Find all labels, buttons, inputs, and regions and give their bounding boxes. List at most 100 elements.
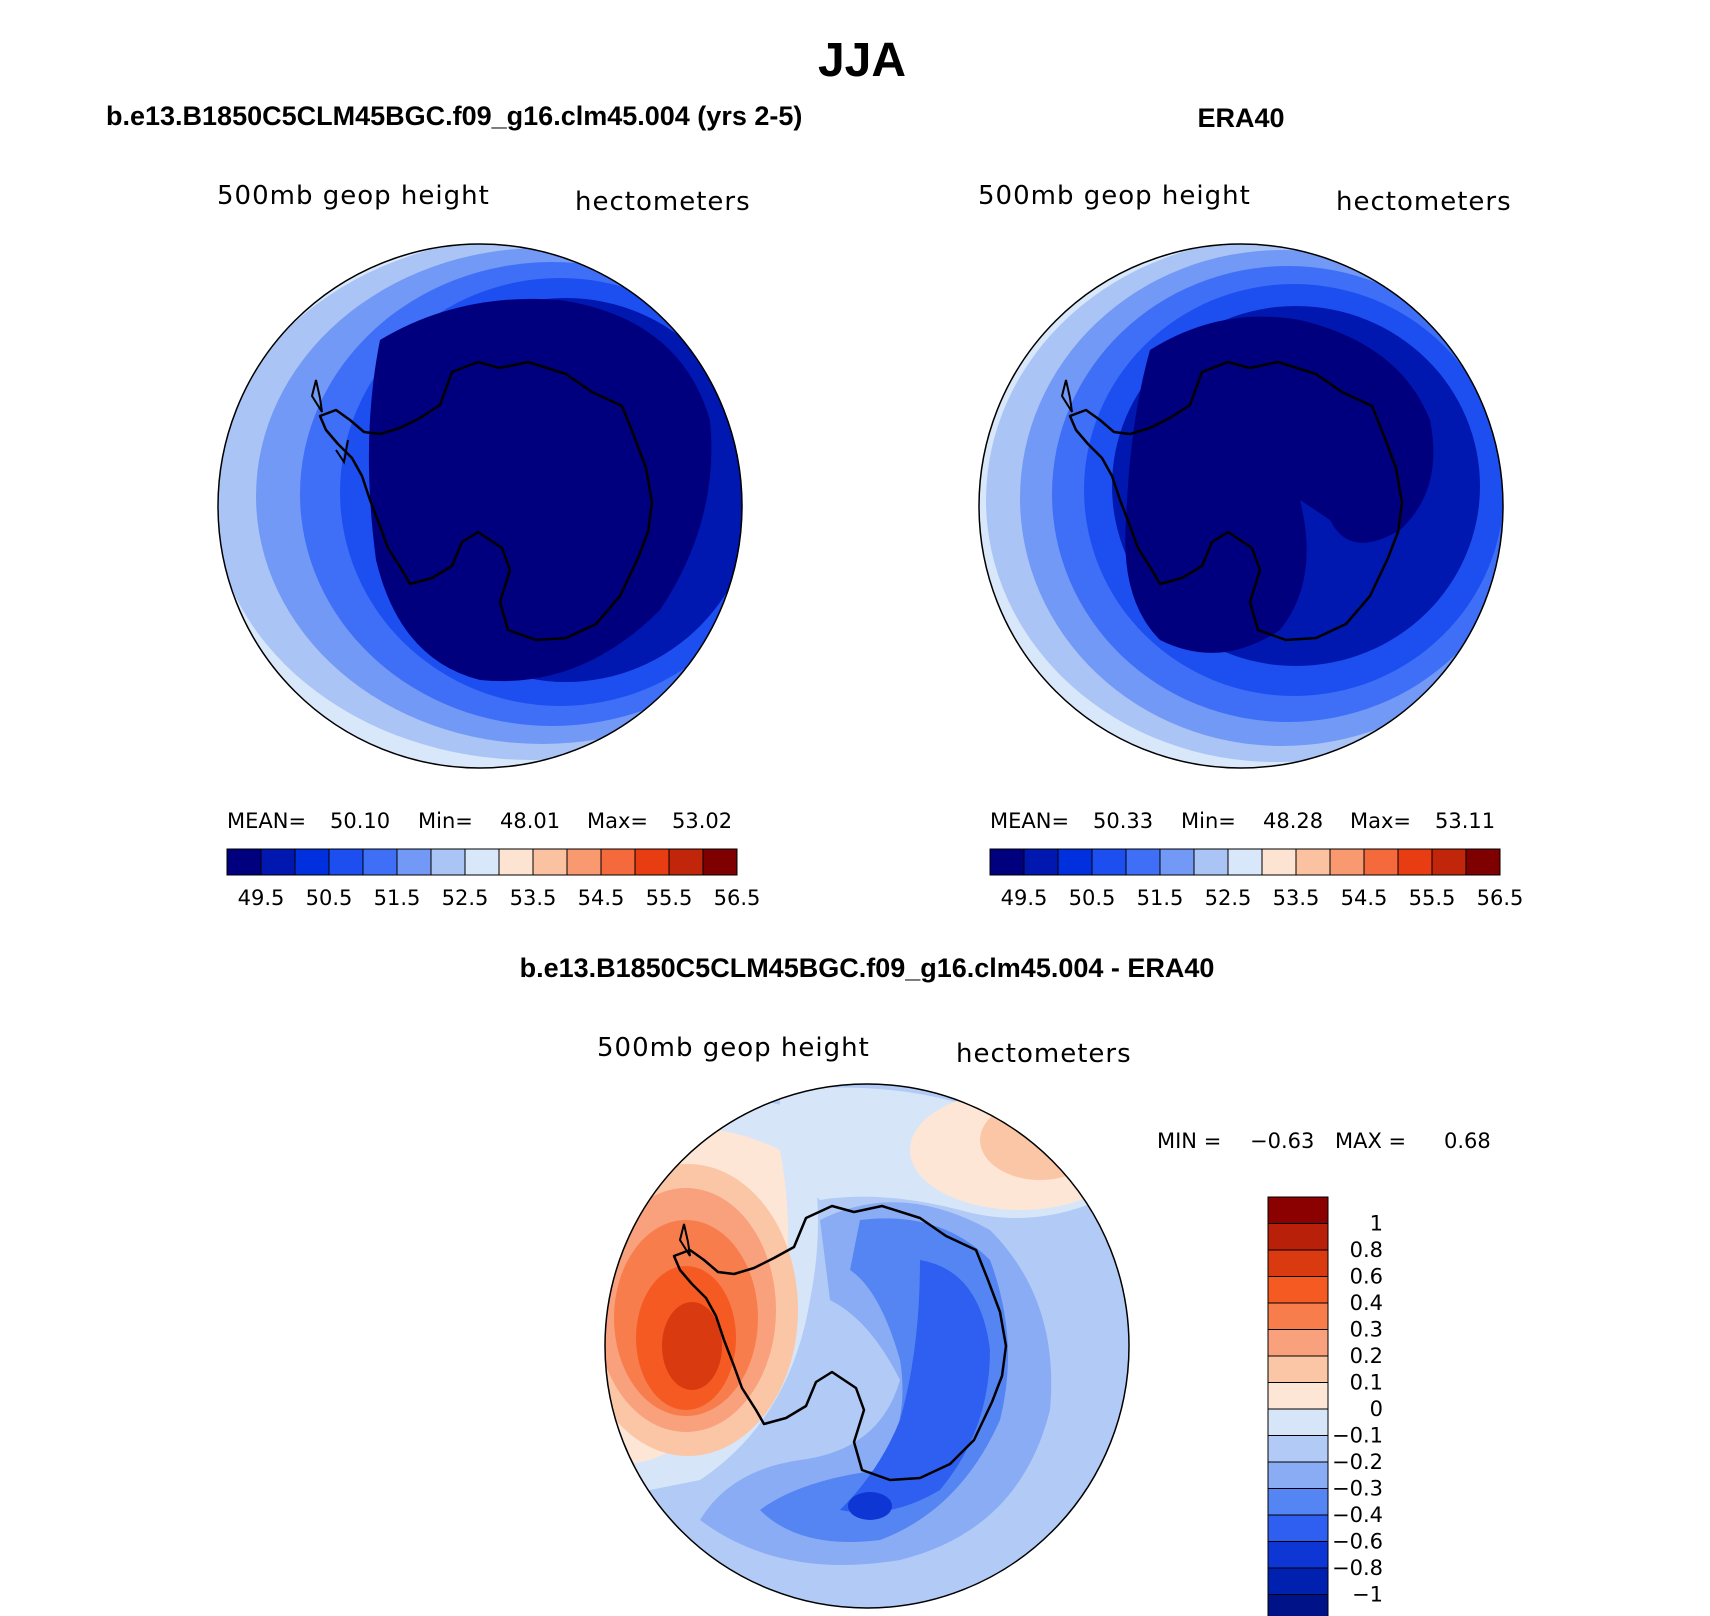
obs-map bbox=[979, 244, 1503, 768]
obs-colorbar-swatch bbox=[1159, 848, 1195, 876]
obs-panel-title: ERA40 bbox=[1197, 103, 1284, 133]
model-colorbar-tick-label: 54.5 bbox=[578, 886, 625, 910]
diff-colorbar-swatch bbox=[1267, 1408, 1329, 1436]
model-colorbar-swatch bbox=[464, 848, 500, 876]
obs-colorbar-swatch bbox=[1057, 848, 1093, 876]
diff-colorbar-tick-label: −0.8 bbox=[1332, 1556, 1383, 1580]
diff-max-value: 0.68 bbox=[1444, 1129, 1491, 1153]
model-map bbox=[218, 244, 742, 768]
model-colorbar-tick-label: 53.5 bbox=[510, 886, 557, 910]
obs-colorbar-tick-label: 49.5 bbox=[1001, 886, 1048, 910]
diff-map bbox=[605, 1084, 1129, 1608]
diff-colorbar-tick-label: 0.3 bbox=[1350, 1318, 1383, 1342]
diff-colorbar-swatch bbox=[1267, 1329, 1329, 1357]
model-colorbar-swatch bbox=[634, 848, 670, 876]
diff-contour-fill bbox=[662, 1302, 722, 1390]
model-colorbar-swatch bbox=[702, 848, 738, 876]
diff-colorbar-swatch bbox=[1267, 1223, 1329, 1251]
diff-coastline bbox=[672, 1204, 1008, 1482]
diff-stats: MIN = −0.63 MAX = 0.68 bbox=[1157, 1129, 1491, 1153]
model-colorbar-tick-label: 51.5 bbox=[374, 886, 421, 910]
diff-contour-fill bbox=[980, 1100, 1100, 1180]
obs-colorbar-swatch bbox=[1465, 848, 1501, 876]
diff-colorbar-tick-label: −0.6 bbox=[1332, 1530, 1383, 1554]
diff-colorbar-tick-label: −1 bbox=[1352, 1583, 1383, 1607]
obs-colorbar-swatch bbox=[1125, 848, 1161, 876]
model-colorbar-swatch bbox=[226, 848, 262, 876]
model-colorbar-swatch bbox=[430, 848, 466, 876]
model-min-label: Min= bbox=[418, 809, 473, 833]
obs-stats: MEAN= 50.33 Min= 48.28 Max= 53.11 bbox=[990, 809, 1495, 833]
obs-max-label: Max= bbox=[1350, 809, 1411, 833]
model-colorbar-swatch bbox=[498, 848, 534, 876]
obs-contour-fill bbox=[1125, 316, 1434, 653]
model-map-border bbox=[217, 243, 743, 769]
obs-colorbar-swatch bbox=[1193, 848, 1229, 876]
diff-colorbar: 10.8 0.60.4 0.30.2 0.10 −0.1−0.2 −0.3−0.4 −0.6… bbox=[1267, 1196, 1383, 1616]
obs-colorbar-tick-label: 52.5 bbox=[1205, 886, 1252, 910]
model-colorbar-swatch bbox=[294, 848, 330, 876]
diff-min-value: −0.63 bbox=[1250, 1129, 1314, 1153]
obs-colorbar: 49.5 50.5 51.5 52.5 53.5 54.5 55.5 56.5 bbox=[989, 848, 1523, 910]
model-colorbar-tick-label: 55.5 bbox=[646, 886, 693, 910]
model-colorbar-swatch bbox=[566, 848, 602, 876]
diff-colorbar-tick-label: −0.1 bbox=[1332, 1424, 1383, 1448]
diff-colorbar-swatch bbox=[1267, 1488, 1329, 1516]
obs-variable-label: 500mb geop height bbox=[978, 181, 1251, 211]
model-colorbar-swatch bbox=[260, 848, 296, 876]
diff-colorbar-tick-label: 0.2 bbox=[1350, 1344, 1383, 1368]
model-units-label: hectometers bbox=[575, 187, 751, 217]
model-colorbar-swatch bbox=[328, 848, 364, 876]
diff-colorbar-swatch bbox=[1267, 1302, 1329, 1330]
obs-colorbar-swatch bbox=[1363, 848, 1399, 876]
obs-colorbar-swatch bbox=[989, 848, 1025, 876]
diff-colorbar-swatch bbox=[1267, 1594, 1329, 1616]
obs-coastline bbox=[1068, 360, 1404, 642]
diff-max-label: MAX = bbox=[1335, 1129, 1406, 1153]
diff-colorbar-tick-label: 0.1 bbox=[1350, 1371, 1383, 1395]
model-max-label: Max= bbox=[587, 809, 648, 833]
diff-colorbar-tick-label: −0.2 bbox=[1332, 1450, 1383, 1474]
obs-colorbar-tick-label: 53.5 bbox=[1273, 886, 1320, 910]
diff-colorbar-swatch bbox=[1267, 1567, 1329, 1595]
model-colorbar-swatch bbox=[532, 848, 568, 876]
model-coastline bbox=[335, 439, 349, 465]
diff-colorbar-swatch bbox=[1267, 1435, 1329, 1463]
obs-colorbar-swatch bbox=[1227, 848, 1263, 876]
diff-colorbar-swatch bbox=[1267, 1461, 1329, 1489]
model-min-value: 48.01 bbox=[500, 809, 560, 833]
diff-colorbar-tick-label: 1 bbox=[1370, 1212, 1383, 1236]
model-panel-title: b.e13.B1850C5CLM45BGC.f09_g16.clm45.004 … bbox=[106, 101, 802, 131]
diff-colorbar-swatch bbox=[1267, 1196, 1329, 1224]
obs-units-label: hectometers bbox=[1336, 187, 1512, 217]
diff-colorbar-swatch bbox=[1267, 1541, 1329, 1569]
model-colorbar-swatch bbox=[600, 848, 636, 876]
model-max-value: 53.02 bbox=[672, 809, 732, 833]
obs-colorbar-tick-label: 55.5 bbox=[1409, 886, 1456, 910]
diff-colorbar-swatch bbox=[1267, 1514, 1329, 1542]
diff-colorbar-tick-label: 0.8 bbox=[1350, 1238, 1383, 1262]
obs-min-label: Min= bbox=[1181, 809, 1236, 833]
model-colorbar-swatch bbox=[362, 848, 398, 876]
obs-colorbar-swatch bbox=[1023, 848, 1059, 876]
diff-coastline bbox=[678, 1223, 691, 1257]
diff-colorbar-swatch bbox=[1267, 1276, 1329, 1304]
diff-colorbar-tick-label: −0.3 bbox=[1332, 1477, 1383, 1501]
diff-variable-label: 500mb geop height bbox=[597, 1033, 870, 1063]
model-coastline bbox=[318, 360, 654, 642]
model-colorbar-tick-label: 50.5 bbox=[306, 886, 353, 910]
diff-colorbar-swatch bbox=[1267, 1355, 1329, 1383]
obs-colorbar-swatch bbox=[1091, 848, 1127, 876]
model-colorbar: 49.5 50.5 51.5 52.5 53.5 54.5 55.5 56.5 bbox=[226, 848, 761, 910]
obs-colorbar-swatch bbox=[1261, 848, 1297, 876]
obs-mean-value: 50.33 bbox=[1093, 809, 1153, 833]
obs-colorbar-swatch bbox=[1295, 848, 1331, 876]
diff-panel-title: b.e13.B1850C5CLM45BGC.f09_g16.clm45.004 … bbox=[520, 953, 1215, 983]
model-colorbar-tick-label: 56.5 bbox=[714, 886, 761, 910]
diff-contour-fill bbox=[840, 1260, 990, 1513]
model-mean-label: MEAN= bbox=[227, 809, 306, 833]
obs-colorbar-tick-label: 51.5 bbox=[1137, 886, 1184, 910]
obs-colorbar-tick-label: 54.5 bbox=[1341, 886, 1388, 910]
obs-colorbar-swatch bbox=[1397, 848, 1433, 876]
